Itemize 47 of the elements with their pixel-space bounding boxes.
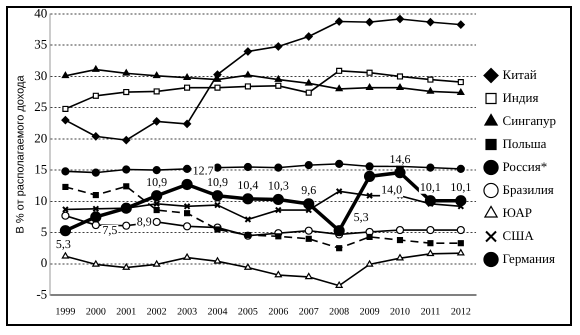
x-tick-label: 2002 — [146, 306, 167, 318]
x-tick-label: 2011 — [420, 306, 440, 318]
y-tick-label: 25 — [34, 99, 48, 114]
legend-label: Россия* — [502, 158, 548, 174]
y-axis-title: В % от располагаемого дохода — [14, 74, 27, 234]
x-tick-label: 2004 — [207, 306, 228, 318]
y-tick-label: 40 — [34, 5, 48, 20]
x-tick-label: 2008 — [329, 306, 350, 318]
x-tick-label: 2003 — [177, 306, 198, 318]
legend-label: Бразилия — [502, 182, 554, 197]
legend-label: ЮАР — [502, 204, 532, 220]
y-tick-label: 35 — [34, 36, 48, 52]
data-label: 5,3 — [56, 236, 71, 251]
y-tick-label: -5 — [36, 286, 48, 302]
x-tick-label: 2012 — [450, 306, 471, 318]
x-tick-label: 2001 — [116, 306, 136, 318]
y-tick-label: 15 — [34, 162, 48, 177]
legend-label: Германия — [502, 250, 555, 266]
data-label: 10,3 — [268, 178, 289, 193]
legend-label: Индия — [502, 90, 538, 105]
y-tick-label: 0 — [40, 255, 48, 270]
data-label: 10,9 — [146, 174, 168, 189]
legend-label: США — [502, 228, 534, 243]
data-label: 10,1 — [450, 180, 472, 194]
x-tick-label: 2009 — [360, 306, 380, 318]
data-label: 14,0 — [381, 182, 402, 197]
y-tick-label: 5 — [40, 224, 48, 239]
data-label: 10,4 — [237, 178, 258, 192]
x-tick-label: 2005 — [238, 306, 258, 318]
legend-label: Китай — [502, 66, 537, 82]
x-tick-label: 1999 — [55, 306, 76, 318]
data-label: 12.7 — [192, 164, 214, 178]
data-label: 14,6 — [389, 152, 410, 166]
legend-label: Польша — [502, 136, 547, 151]
x-tick-label: 2000 — [86, 306, 106, 318]
data-label: 9,6 — [301, 182, 316, 197]
x-tick-label: 2006 — [268, 306, 288, 318]
data-label: 7,5 — [102, 223, 118, 238]
data-label: 8,9 — [136, 214, 152, 228]
y-tick-label: 10 — [34, 192, 48, 208]
data-label: 10,1 — [420, 180, 441, 194]
x-tick-label: 2007 — [298, 306, 319, 318]
data-label: 5,3 — [354, 210, 369, 224]
y-tick-label: 30 — [34, 68, 48, 83]
legend-label: Сингапур — [502, 112, 556, 128]
x-tick-label: 2010 — [390, 306, 410, 318]
y-tick-label: 20 — [34, 130, 48, 146]
